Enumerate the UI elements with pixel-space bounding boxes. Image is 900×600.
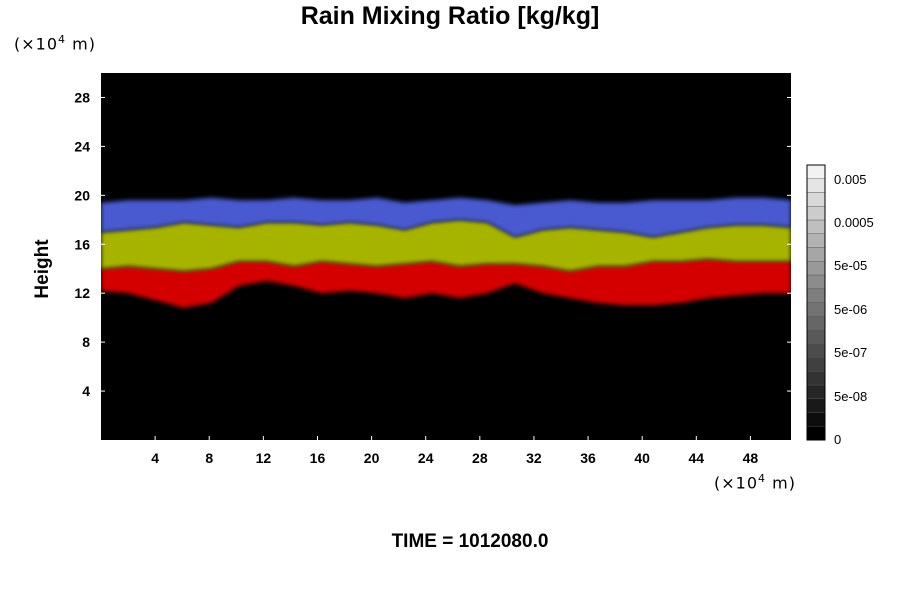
x-tick-label: 36 <box>580 450 596 466</box>
colorbar-swatch <box>806 219 826 234</box>
colorbar-label: 0 <box>834 432 841 447</box>
x-tick-label: 24 <box>418 450 434 466</box>
colorbar: 0.005 0.0005 5e-05 5e-06 5e-07 5e-08 0 <box>806 164 874 447</box>
colorbar-label: 5e-05 <box>834 258 867 273</box>
colorbar-swatch <box>806 261 826 276</box>
colorbar-swatch <box>806 329 826 344</box>
y-tick-label: 12 <box>74 285 90 301</box>
colorbar-swatch <box>806 178 826 193</box>
y-tick-label: 4 <box>82 383 90 399</box>
band-yellow-green <box>101 219 791 272</box>
x-tick-label: 4 <box>151 450 159 466</box>
y-axis-unit: (×104 m) <box>14 33 96 54</box>
y-tick-label: 20 <box>74 187 90 203</box>
x-tick-label: 44 <box>689 450 705 466</box>
x-axis-ticks: 4 8 12 16 20 24 28 32 36 40 44 48 <box>151 436 758 466</box>
colorbar-swatch <box>806 357 826 372</box>
colorbar-swatch <box>806 398 826 413</box>
colorbar-swatch <box>806 247 826 262</box>
field-bands <box>101 197 791 308</box>
band-red <box>101 258 791 308</box>
x-tick-label: 8 <box>205 450 213 466</box>
y-tick-label: 16 <box>74 236 90 252</box>
colorbar-swatch <box>806 302 826 317</box>
x-axis-unit: (×104 m) <box>714 472 796 493</box>
colorbar-label: 5e-08 <box>834 389 867 404</box>
colorbar-swatch <box>806 316 826 331</box>
colorbar-frame <box>806 164 826 441</box>
colorbar-swatch <box>806 384 826 399</box>
x-tick-label: 32 <box>526 450 542 466</box>
colorbar-swatch <box>806 343 826 358</box>
x-tick-label: 28 <box>472 450 488 466</box>
x-tick-label: 20 <box>364 450 380 466</box>
colorbar-label: 5e-07 <box>834 345 867 360</box>
colorbar-swatch <box>806 192 826 207</box>
y-tick-label: 8 <box>82 334 90 350</box>
time-label: TIME = 1012080.0 <box>391 531 549 552</box>
x-tick-label: 16 <box>310 450 326 466</box>
y-tick-label: 28 <box>74 89 90 105</box>
band-blue <box>101 197 791 237</box>
colorbar-swatch <box>806 164 826 179</box>
colorbar-swatch <box>806 371 826 386</box>
colorbar-swatch <box>806 233 826 248</box>
y-axis-ticks: 4 8 12 16 20 24 28 <box>74 89 791 399</box>
colorbar-swatch <box>806 206 826 221</box>
colorbar-label: 5e-06 <box>834 302 867 317</box>
colorbar-swatch <box>806 288 826 303</box>
y-tick-label: 24 <box>74 138 90 154</box>
x-tick-label: 48 <box>743 450 759 466</box>
colorbar-swatch <box>806 426 826 441</box>
colorbar-swatch <box>806 412 826 427</box>
x-tick-label: 12 <box>256 450 272 466</box>
colorbar-swatch <box>806 274 826 289</box>
colorbar-label: 0.0005 <box>834 215 874 230</box>
chart-title: Rain Mixing Ratio [kg/kg] <box>300 2 600 30</box>
x-tick-label: 40 <box>634 450 650 466</box>
colorbar-label: 0.005 <box>834 172 867 187</box>
